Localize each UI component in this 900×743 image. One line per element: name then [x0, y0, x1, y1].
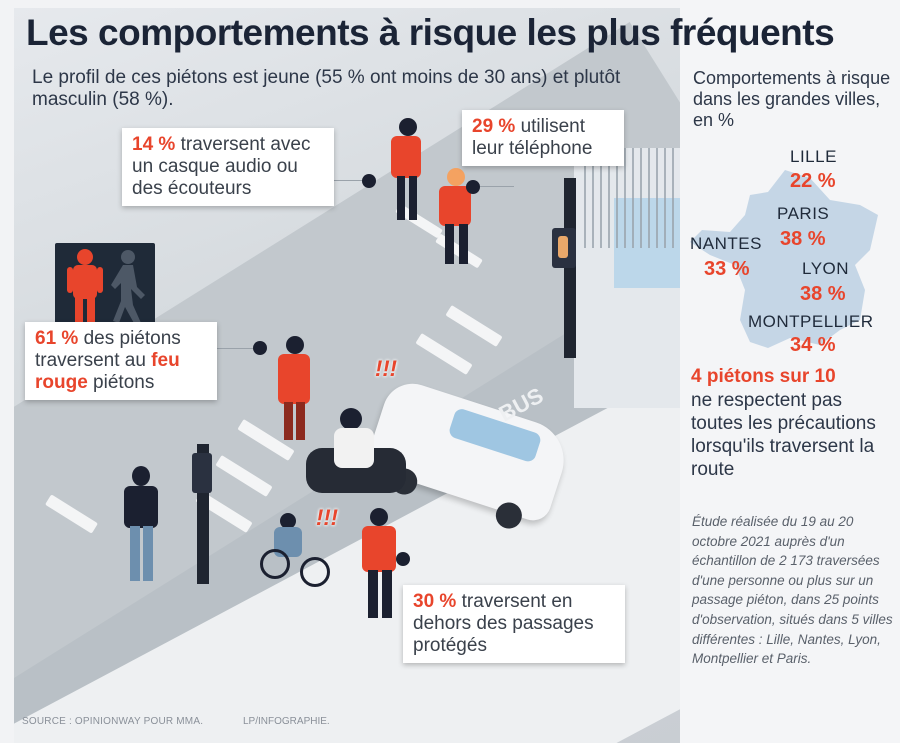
city-name-nantes: NANTES [690, 234, 762, 253]
headphones-text: traversent avec un casque audio ou des é… [132, 134, 311, 199]
summary-text: ne respectent pas toutes les précautions… [691, 390, 876, 480]
phone-text: utilisent leur téléphone [472, 116, 593, 159]
red-light-text-1: des piétons traversent au [35, 328, 181, 371]
subtitle: Le profil de ces piétons est jeune (55 %… [32, 67, 621, 110]
marker-dot [362, 174, 376, 188]
outside-crossing-pct: 30 % [413, 591, 457, 612]
alert-icon: !!! [375, 356, 397, 381]
red-light-pct: 61 % [35, 328, 79, 349]
signal-pole-right [564, 178, 576, 358]
source-note: SOURCE : OPINIONWAY POUR MMA. [22, 716, 204, 727]
outside-crossing-text: traversent en dehors des passages protég… [413, 591, 594, 656]
alert-icon: !!! [316, 505, 338, 530]
signal-box-left [192, 453, 212, 493]
phone-pct: 29 % [472, 116, 516, 137]
red-light-text-2: piétons [87, 372, 155, 393]
marker-dot [396, 552, 410, 566]
city-name-lyon: LYON [802, 259, 850, 278]
credit-note: LP/INFOGRAPHIE. [243, 716, 330, 727]
callout-outside-crossing: 30 % traversent en dehors des passages p… [403, 585, 625, 663]
red-pedestrian-icon [67, 249, 145, 325]
headphones-pct: 14 % [132, 134, 176, 155]
red-light-highlight: feu rouge [35, 350, 180, 393]
page-title: Les comportements à risque les plus fréq… [26, 12, 835, 53]
city-pct-montpellier: 34 % [790, 334, 836, 356]
city-pct-lyon: 38 % [800, 283, 846, 305]
france-map-icon [690, 170, 878, 348]
city-name-paris: PARIS [777, 204, 830, 223]
cities-heading: Comportements à risque dans les grandes … [693, 68, 891, 130]
marker-dot [466, 180, 480, 194]
city-name-lille: LILLE [790, 147, 837, 166]
city-pct-nantes: 33 % [704, 258, 750, 280]
right-panel [680, 0, 900, 743]
connector-line [217, 348, 255, 349]
pedestrian-signal-icon [55, 243, 155, 329]
pedestrian-signal-box [552, 228, 576, 268]
summary-headline: 4 piétons sur 10 [691, 366, 836, 387]
city-pct-lille: 22 % [790, 170, 836, 192]
city-name-montpellier: MONTPELLIER [748, 312, 874, 331]
connector-line [334, 180, 368, 181]
callout-headphones: 14 % traversent avec un casque audio ou … [122, 128, 334, 206]
callout-phone: 29 % utilisent leur téléphone [462, 110, 624, 166]
callout-red-light: 61 % des piétons traversent au feu rouge… [25, 322, 217, 400]
study-note: Étude réalisée du 19 au 20 octobre 2021 … [692, 514, 893, 667]
connector-line [474, 186, 514, 187]
marker-dot [253, 341, 267, 355]
city-pct-paris: 38 % [780, 228, 826, 250]
